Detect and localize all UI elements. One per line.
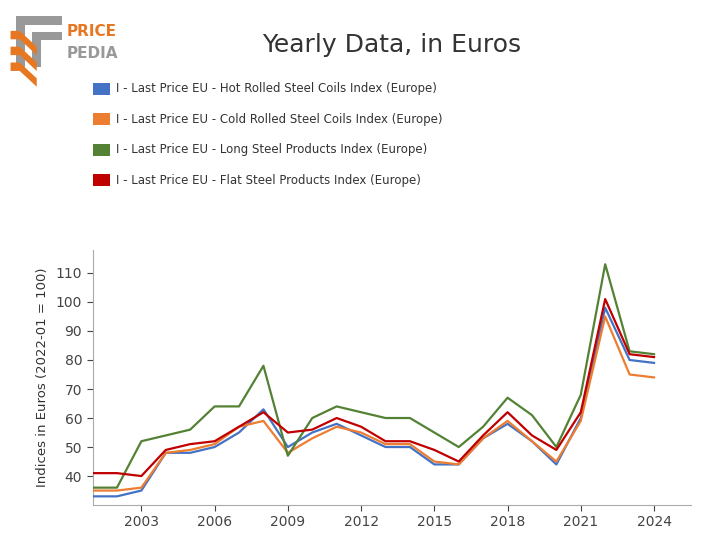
Text: I - Last Price EU - Cold Rolled Steel Coils Index (Europe): I - Last Price EU - Cold Rolled Steel Co… xyxy=(116,113,443,126)
Polygon shape xyxy=(11,47,37,71)
Text: I - Last Price EU - Hot Rolled Steel Coils Index (Europe): I - Last Price EU - Hot Rolled Steel Coi… xyxy=(116,82,437,95)
Text: Yearly Data, in Euros: Yearly Data, in Euros xyxy=(262,33,521,57)
Text: I - Last Price EU - Flat Steel Products Index (Europe): I - Last Price EU - Flat Steel Products … xyxy=(116,174,421,187)
Polygon shape xyxy=(11,31,37,55)
Text: PEDIA: PEDIA xyxy=(66,46,118,60)
Text: PRICE: PRICE xyxy=(66,24,116,39)
Polygon shape xyxy=(11,63,37,87)
Polygon shape xyxy=(16,16,62,67)
Polygon shape xyxy=(32,32,62,67)
Text: I - Last Price EU - Long Steel Products Index (Europe): I - Last Price EU - Long Steel Products … xyxy=(116,143,427,157)
Y-axis label: Indices in Euros (2022-01 = 100): Indices in Euros (2022-01 = 100) xyxy=(36,268,48,487)
